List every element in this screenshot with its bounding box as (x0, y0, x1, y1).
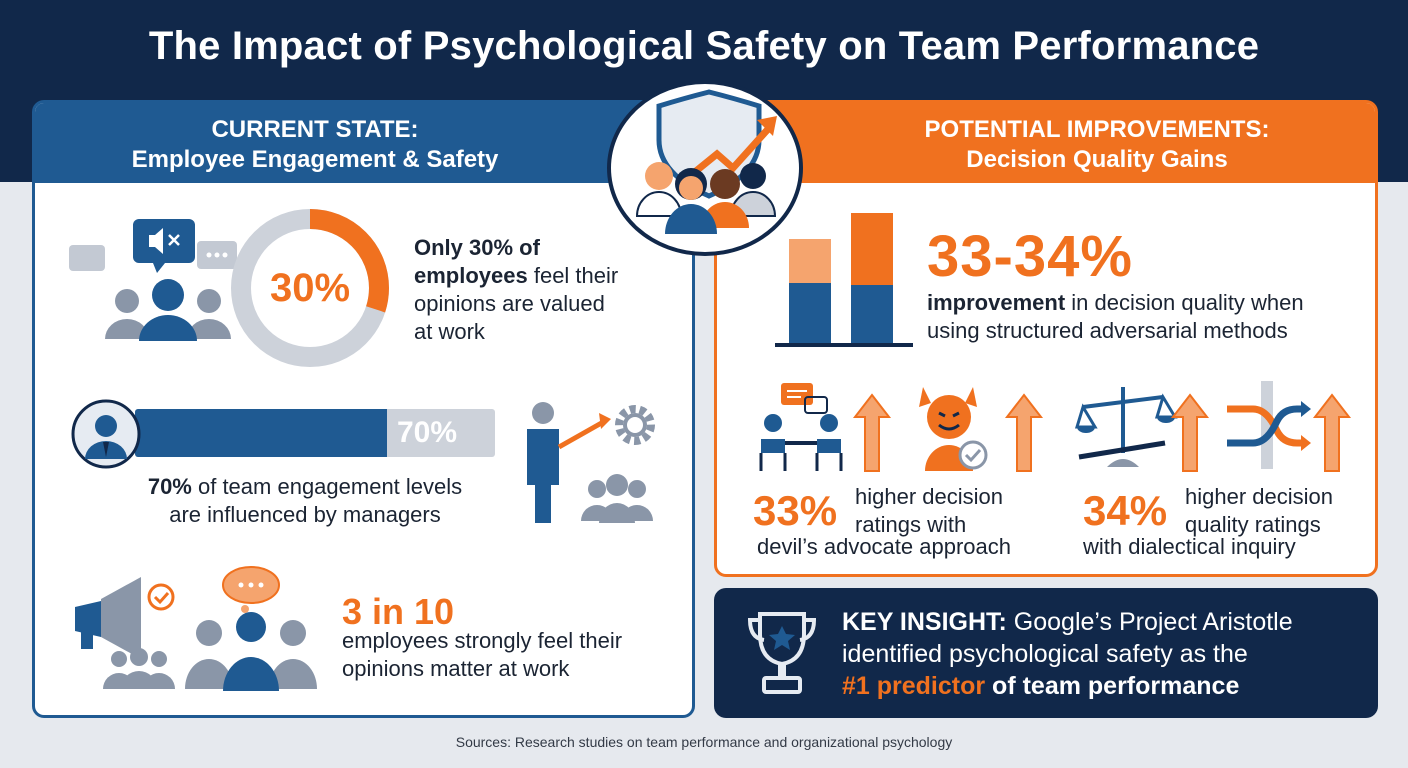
stat1-rest1: feel their (527, 263, 619, 288)
up-arrow-icon (1312, 393, 1352, 472)
potential-improvements-panel: POTENTIAL IMPROVEMENTS: Decision Quality… (714, 100, 1378, 577)
stat-b-value: 34% (1083, 487, 1168, 534)
key-insight-box: KEY INSIGHT: Google’s Project Aristotle … (714, 588, 1378, 718)
manager-influence-bar-label: 70% (397, 416, 458, 449)
stat-a-text: higher decision ratings with (855, 483, 1045, 539)
current-state-header: CURRENT STATE: Employee Engagement & Saf… (35, 103, 692, 183)
stat-a-line2: ratings with (855, 512, 967, 537)
manager-influence-bar: 70% (135, 409, 495, 457)
potential-improvements-heading: POTENTIAL IMPROVEMENTS: Decision Quality… (817, 115, 1375, 175)
stat-a-line3: devil’s advocate approach (757, 534, 1011, 559)
manager-influence-bar-fill (135, 409, 387, 457)
stat1-bold2: employees (414, 263, 528, 288)
key-insight-highlight: #1 predictor (842, 672, 986, 700)
gear-icon (615, 405, 655, 445)
up-arrow-icon (1170, 393, 1210, 472)
scales-icon (1074, 387, 1178, 467)
stat1-line3: opinions are valued (414, 291, 605, 316)
page-title: The Impact of Psychological Safety on Te… (148, 24, 1260, 68)
discussion-icon (759, 383, 843, 471)
devil-icon (919, 387, 988, 471)
stat1-bold1: Only 30% of (414, 235, 540, 260)
stat1-line4: at work (414, 319, 485, 344)
team-icon (105, 279, 231, 341)
current-state-heading-line2: Employee Engagement & Safety (131, 146, 499, 173)
key-insight-text3: of team performance (985, 672, 1240, 700)
manager-avatar-icon (71, 399, 141, 469)
stat-a-line1: higher decision (855, 484, 1003, 509)
stat-b-text: higher decision quality ratings (1185, 483, 1375, 539)
stat-b-line2: quality ratings (1185, 512, 1321, 537)
current-state-panel: CURRENT STATE: Employee Engagement & Saf… (32, 100, 695, 718)
stat3-headline: 3 in 10 (342, 591, 455, 632)
potential-improvements-heading-line1: POTENTIAL IMPROVEMENTS: (924, 116, 1270, 143)
shield-team-growth-icon (635, 89, 777, 234)
current-state-heading-line1: CURRENT STATE: (211, 116, 419, 143)
donut-value-label: 30% (270, 266, 350, 310)
stat-b-line3: with dialectical inquiry (1083, 534, 1296, 559)
current-state-heading: CURRENT STATE: Employee Engagement & Saf… (35, 115, 595, 175)
stat-b-line1: higher decision (1185, 484, 1333, 509)
stat3-line2: opinions matter at work (342, 656, 570, 681)
key-insight-text1: Google’s Project Aristotle (1006, 608, 1293, 636)
trophy-icon (747, 612, 817, 694)
main-stat-rest1: in decision quality when (1065, 290, 1304, 315)
stat-a-value: 33% (753, 487, 838, 534)
stat2-line2: are influenced by managers (169, 502, 441, 527)
up-arrow-icon (852, 393, 892, 472)
megaphone-icon (75, 577, 175, 689)
main-stat-bold: improvement (927, 290, 1066, 315)
thought-bubble-team-icon (185, 566, 317, 691)
main-stat-headline: 33-34% (927, 224, 1133, 289)
key-insight-text: KEY INSIGHT: Google’s Project Aristotle … (842, 606, 1362, 702)
potential-improvements-header: POTENTIAL IMPROVEMENTS: Decision Quality… (717, 103, 1375, 183)
stat3-line1: employees strongly feel their (342, 628, 623, 653)
bar-chart-icon (775, 213, 913, 347)
stat2-bold: 70% (147, 474, 192, 499)
key-insight-label: KEY INSIGHT: (842, 608, 1007, 636)
main-stat-text: improvement in decision quality when usi… (927, 289, 1367, 345)
stat3-text: employees strongly feel their opinions m… (342, 627, 682, 683)
sources-footnote: Sources: Research studies on team perfor… (455, 734, 953, 750)
key-insight-text2: identified psychological safety as the (842, 640, 1248, 668)
donut-fill (231, 209, 389, 367)
shield-team-growth-badge (607, 80, 803, 256)
crossing-arrows-icon (1227, 381, 1311, 469)
up-arrow-icon (1004, 393, 1044, 472)
stat2-text: 70% of team engagement levels are influe… (75, 473, 535, 529)
presenter-gear-icon (527, 402, 655, 523)
engagement-donut-chart: 30% (231, 209, 389, 367)
potential-improvements-heading-line2: Decision Quality Gains (966, 146, 1228, 173)
stat1-text: Only 30% of employees feel their opinion… (414, 234, 674, 346)
stat2-rest1: of team engagement levels (191, 474, 463, 499)
main-stat-line2: using structured adversarial methods (927, 318, 1288, 343)
muted-speech-icon (69, 219, 237, 341)
